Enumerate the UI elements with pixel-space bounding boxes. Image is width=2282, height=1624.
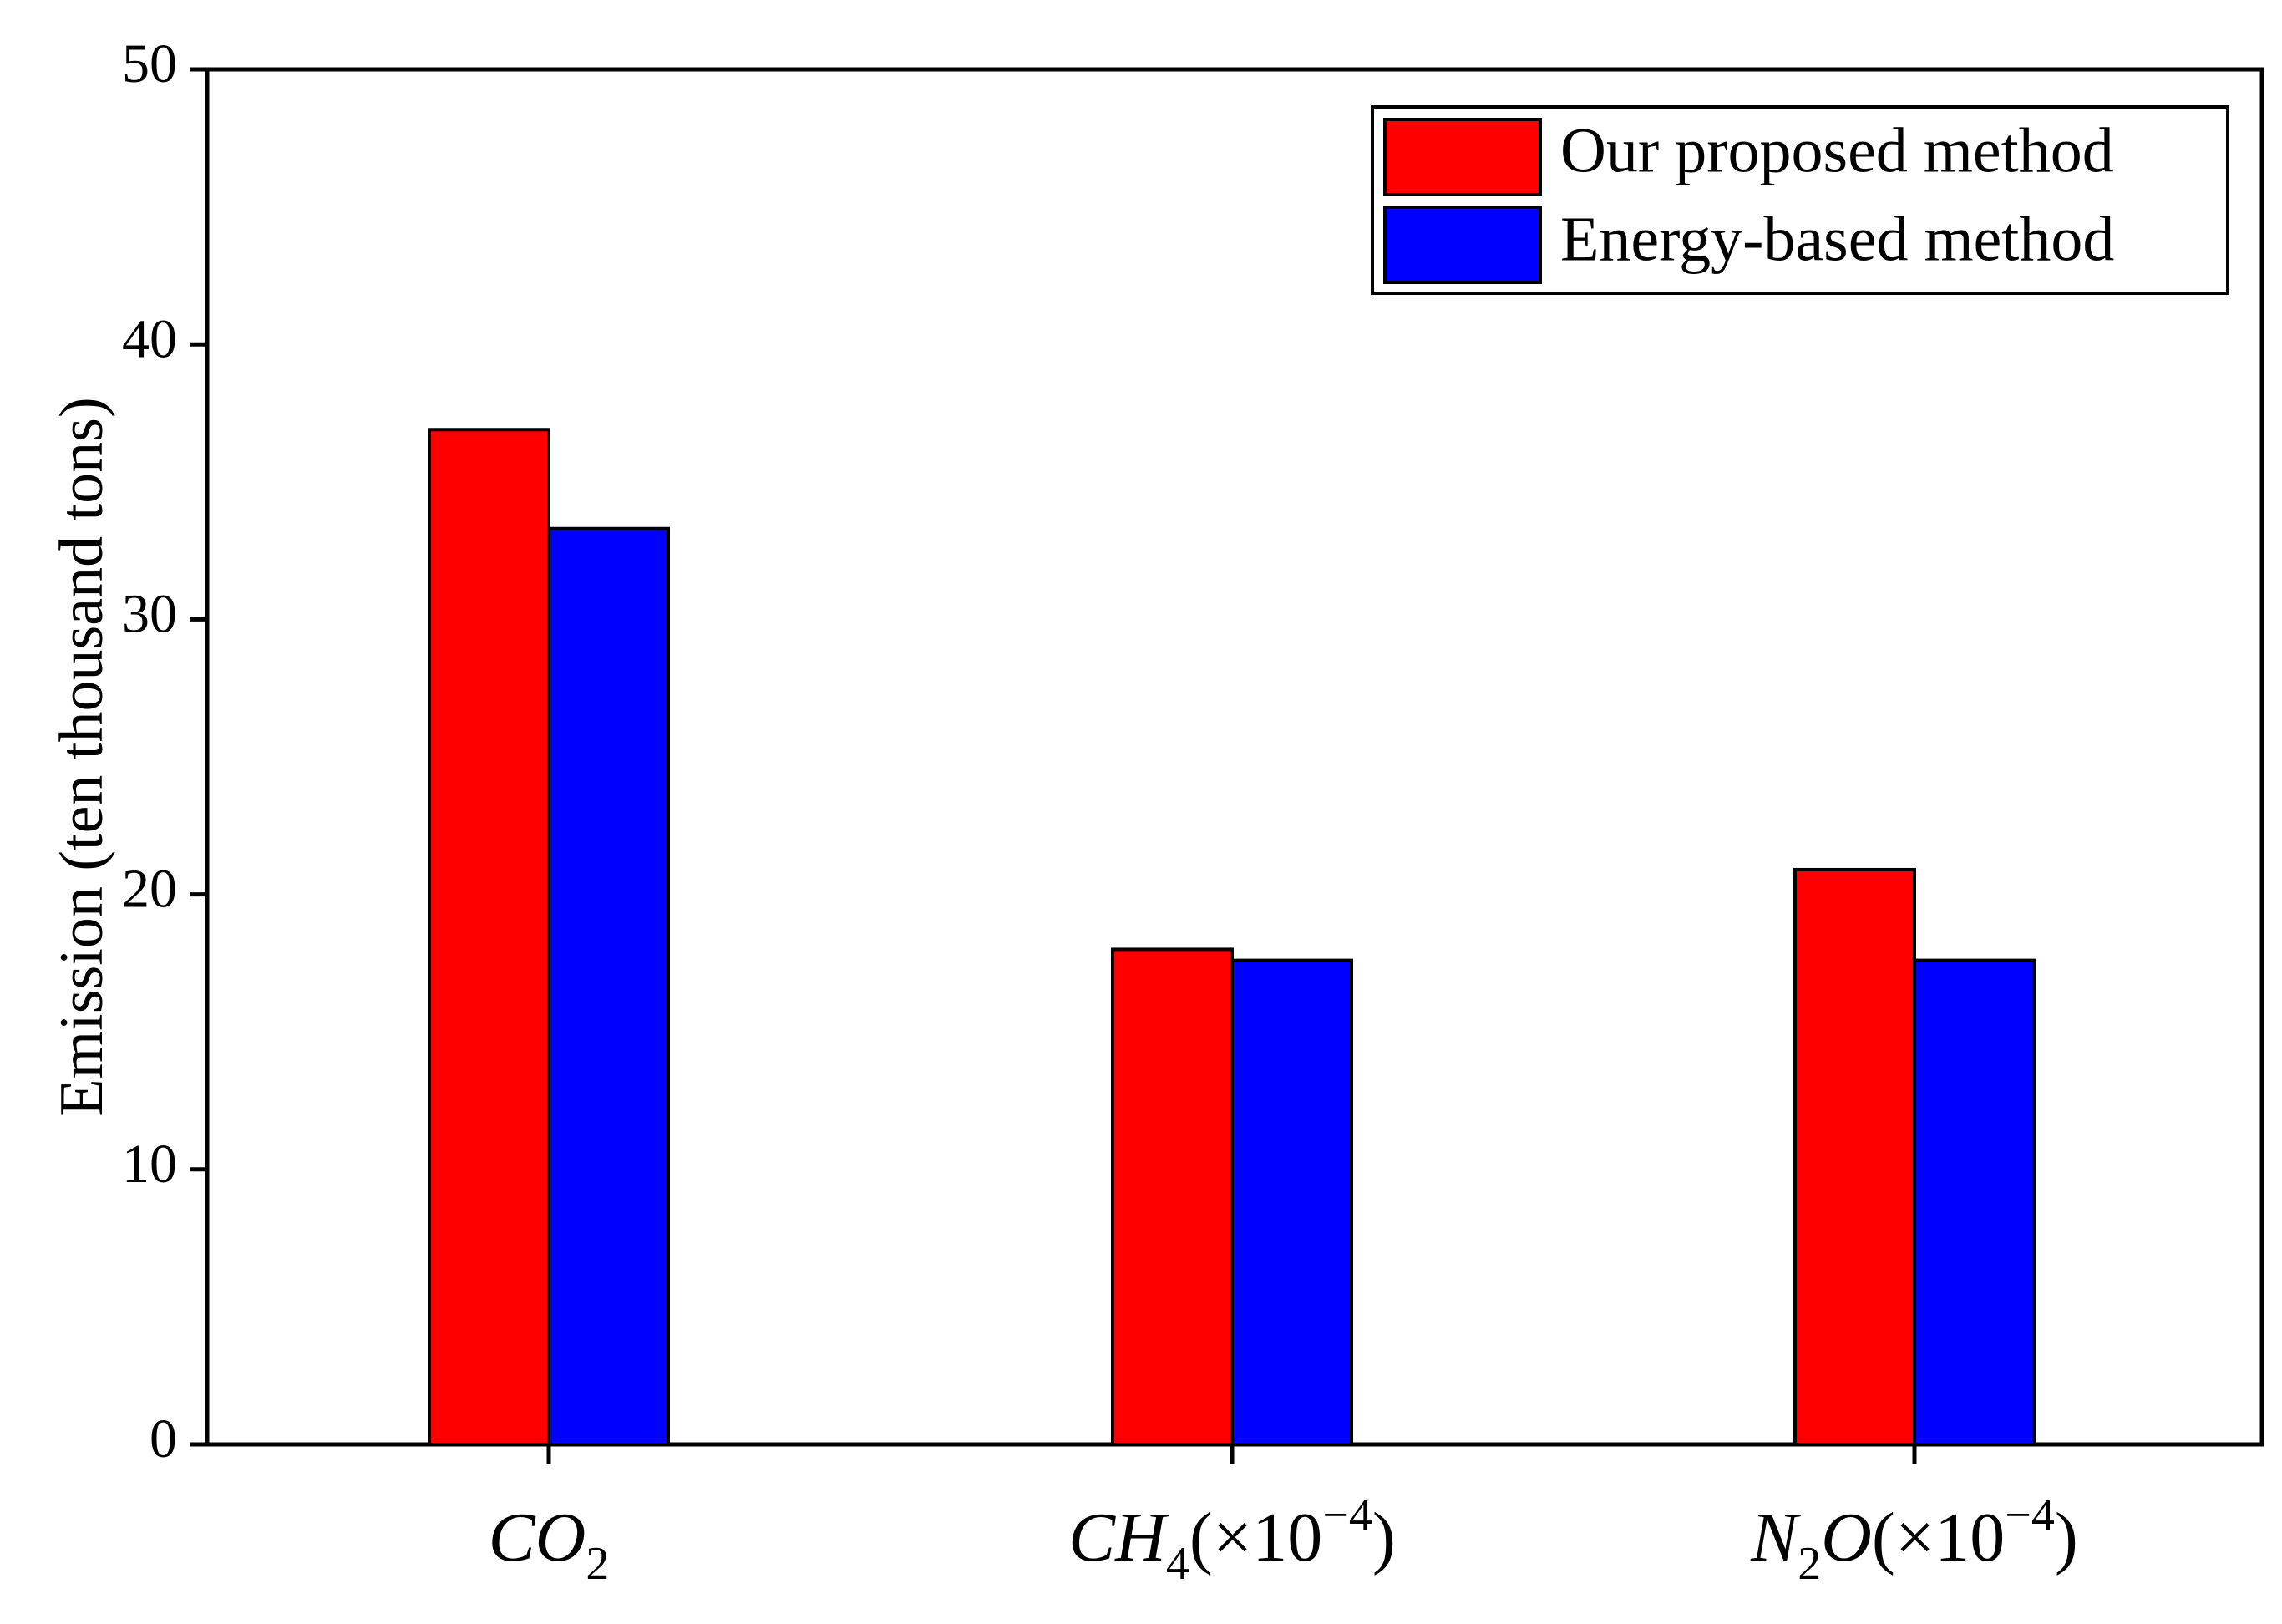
legend-swatch-proposed <box>1383 118 1542 196</box>
bar-proposed-n2o <box>1793 867 1916 1447</box>
y-tick-label: 0 <box>150 1408 177 1469</box>
bars-group <box>428 428 2036 1447</box>
legend: Our proposed method Energy-based method <box>1371 105 2229 295</box>
category-label-n2o: N2O(×10−4) <box>1750 1490 2078 1590</box>
y-tick-label: 50 <box>122 33 177 94</box>
bar-proposed-co2 <box>428 428 550 1447</box>
bar-energy-based-ch4 <box>1230 958 1353 1447</box>
category-label-ch4: CH4(×10−4) <box>1068 1490 1396 1590</box>
bar-energy-based-n2o <box>1913 958 2036 1447</box>
y-tick-label: 20 <box>122 859 177 920</box>
y-axis-title: Emission (ten thousand tons) <box>48 397 116 1116</box>
category-label-co2: CO2 <box>489 1499 610 1590</box>
y-tick-label: 40 <box>122 308 177 369</box>
legend-label-proposed: Our proposed method <box>1560 115 2114 185</box>
legend-label-energy-based: Energy-based method <box>1560 204 2114 274</box>
x-axis-ticks <box>546 1444 1917 1464</box>
y-tick-label: 10 <box>122 1134 177 1195</box>
legend-swatch-energy-based <box>1383 206 1542 284</box>
y-axis-ticks: 0 10 20 30 40 50 <box>122 33 207 1469</box>
y-tick-label: 30 <box>122 584 177 645</box>
bar-proposed-ch4 <box>1111 947 1234 1446</box>
bar-energy-based-co2 <box>547 526 670 1446</box>
